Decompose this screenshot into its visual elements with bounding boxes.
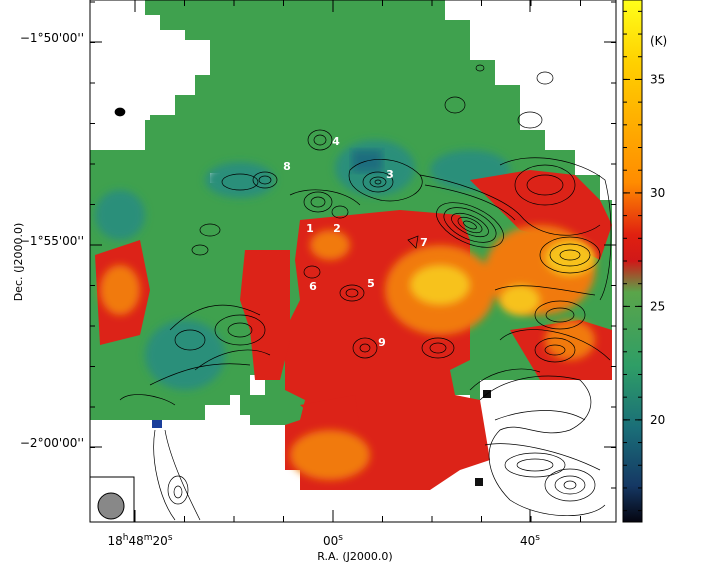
x-axis-title: R.A. (J2000.0) bbox=[317, 550, 392, 563]
contour-source-1-2 bbox=[289, 189, 361, 219]
x-tick-m-unit: m bbox=[144, 533, 153, 543]
contour-north-specks bbox=[114, 64, 554, 129]
y-axis-title: Dec. (J2000.0) bbox=[12, 223, 25, 302]
source-labels: 1 2 3 4 5 6 7 8 9 bbox=[283, 135, 428, 349]
colorbar-tick-label: 25 bbox=[650, 299, 665, 313]
y-tick-label: −1°55'00'' bbox=[20, 234, 84, 248]
contour-south-filament bbox=[153, 429, 201, 521]
colorbar-tick-label: 30 bbox=[650, 186, 665, 200]
map-region-yellow bbox=[410, 240, 595, 315]
source-label: 5 bbox=[367, 277, 375, 290]
contour-source-6 bbox=[303, 265, 321, 279]
plot-frame bbox=[89, 0, 617, 523]
map-speck bbox=[152, 420, 162, 428]
x-tick-h-unit: h bbox=[123, 533, 129, 543]
contour-east-cluster bbox=[494, 157, 612, 363]
source-label: 2 bbox=[333, 222, 341, 235]
x-tick-label: 00s bbox=[323, 533, 343, 548]
map-hole bbox=[90, 0, 145, 150]
y-tick-label: −1°50'00'' bbox=[20, 31, 84, 45]
contour-lines bbox=[114, 64, 612, 521]
source-label: 1 bbox=[306, 222, 314, 235]
x-tick-labels: 18h48m20s 00s 40s bbox=[107, 533, 540, 548]
source-label: 7 bbox=[420, 236, 428, 249]
colorbar-unit: (K) bbox=[650, 34, 667, 48]
y-tick-label: −2°00'00'' bbox=[20, 436, 84, 450]
x-tick-label: 40s bbox=[520, 533, 540, 548]
x-tick-seconds: 20 bbox=[153, 534, 168, 548]
contour-main-ridge bbox=[419, 174, 601, 248]
contour-source-7 bbox=[407, 235, 419, 249]
source-label: 6 bbox=[309, 280, 317, 293]
beam-circle bbox=[97, 492, 125, 520]
contour-source-8 bbox=[221, 171, 278, 191]
contour-south-east bbox=[469, 368, 606, 517]
x-tick-seconds: 40 bbox=[520, 534, 535, 548]
contour-source-9 bbox=[352, 337, 455, 359]
colorbar-tick-label: 35 bbox=[650, 72, 665, 86]
x-tick-seconds: 00 bbox=[323, 534, 338, 548]
colorbar-ticks bbox=[623, 10, 642, 512]
source-label: 9 bbox=[378, 336, 386, 349]
x-tick-s-unit: s bbox=[168, 533, 173, 543]
x-tick-s-unit: s bbox=[338, 533, 343, 543]
x-tick-minutes: 48 bbox=[128, 534, 143, 548]
source-label: 8 bbox=[283, 160, 291, 173]
axis-ticks bbox=[90, 0, 616, 522]
source-label: 3 bbox=[386, 168, 394, 181]
map-speck bbox=[475, 478, 483, 486]
contour-source-4 bbox=[307, 129, 333, 151]
contour-source-3 bbox=[348, 159, 423, 202]
colorbar-tick-label: 20 bbox=[650, 413, 665, 427]
contour-west-filaments bbox=[119, 223, 271, 406]
y-tick-labels: −1°50'00'' −1°55'00'' −2°00'00'' bbox=[20, 31, 84, 450]
colorbar-tick-labels: 35 30 25 20 bbox=[650, 72, 665, 426]
temperature-map bbox=[90, 0, 612, 490]
contour-source-5 bbox=[339, 284, 365, 302]
x-tick-s-unit: s bbox=[535, 533, 540, 543]
source-label: 4 bbox=[332, 135, 340, 148]
x-tick-label: 18h48m20s bbox=[107, 533, 172, 548]
x-tick-hours: 18 bbox=[107, 534, 122, 548]
